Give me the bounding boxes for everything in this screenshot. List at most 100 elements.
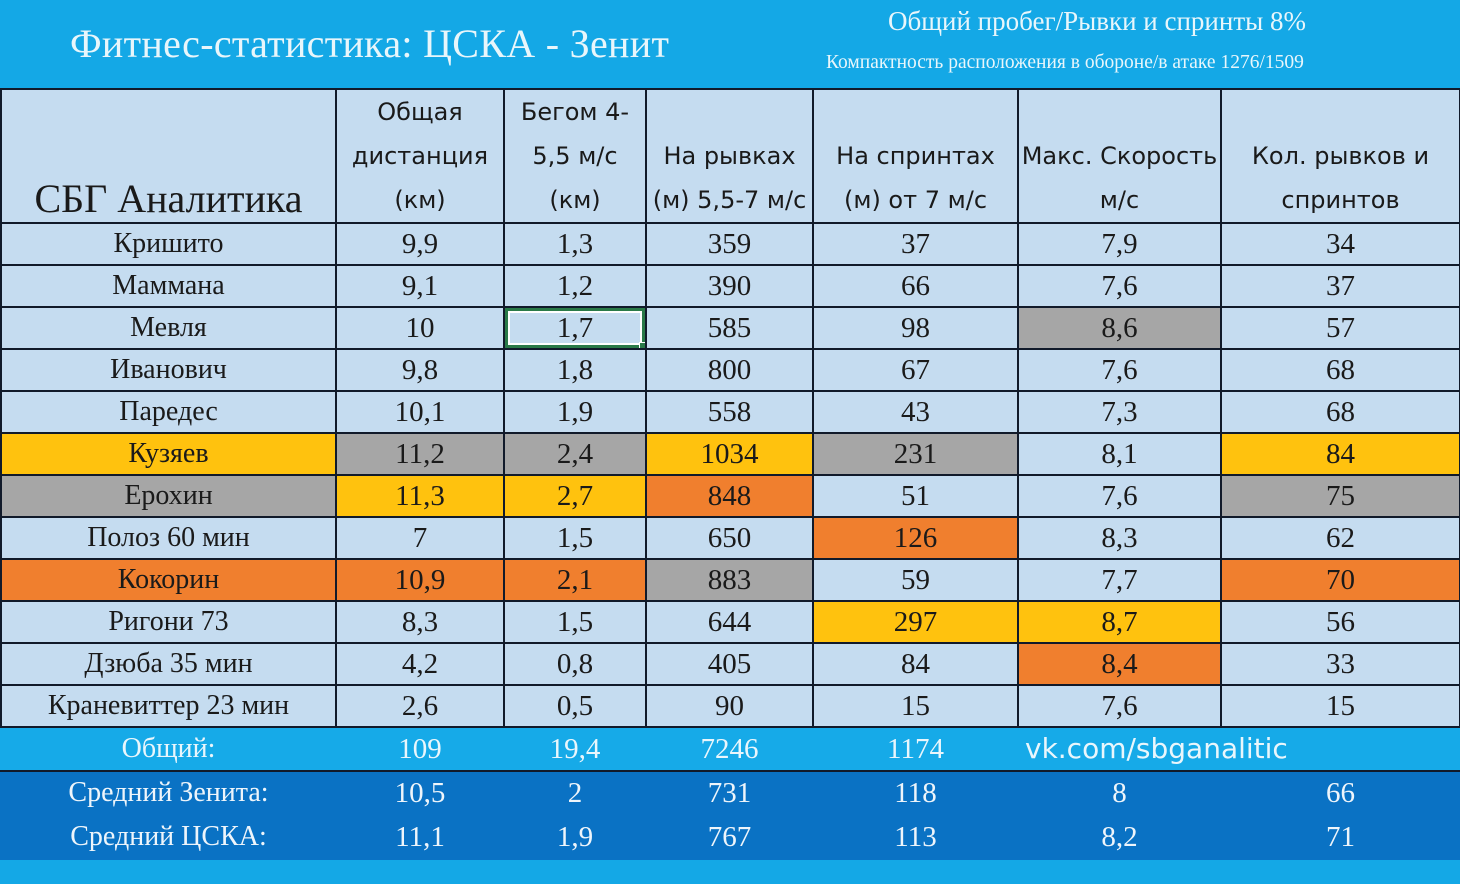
cell[interactable]: 34 <box>1220 222 1460 266</box>
cell[interactable]: 66 <box>812 264 1019 308</box>
cell[interactable]: 7,6 <box>1017 684 1222 728</box>
cell[interactable]: 68 <box>1220 390 1460 434</box>
cell[interactable]: 10 <box>335 306 505 350</box>
cell[interactable]: 51 <box>812 474 1019 518</box>
avg-cell[interactable]: 118 <box>812 770 1019 816</box>
col-header-sprint-count[interactable]: Кол. рывков и спринтов <box>1220 88 1460 224</box>
cell[interactable]: 1,2 <box>503 264 647 308</box>
cell[interactable]: 7,7 <box>1017 558 1222 602</box>
cell[interactable]: 84 <box>812 642 1019 686</box>
player-name[interactable]: Паредес <box>0 390 337 434</box>
cell[interactable]: 7,9 <box>1017 222 1222 266</box>
cell[interactable]: 33 <box>1220 642 1460 686</box>
cell[interactable]: 1034 <box>645 432 814 476</box>
avg-cell[interactable]: 1,9 <box>503 814 647 860</box>
cell[interactable]: 883 <box>645 558 814 602</box>
cell[interactable]: 98 <box>812 306 1019 350</box>
vk-link[interactable]: vk.com/sbganalitic <box>1017 726 1460 772</box>
avg-cell[interactable]: 731 <box>645 770 814 816</box>
col-header-max-speed[interactable]: Макс. Скорость м/с <box>1017 88 1222 224</box>
cell[interactable]: 8,6 <box>1017 306 1222 350</box>
player-name[interactable]: Кузяев <box>0 432 337 476</box>
cell[interactable]: 650 <box>645 516 814 560</box>
cell[interactable]: 8,1 <box>1017 432 1222 476</box>
cell[interactable]: 2,1 <box>503 558 647 602</box>
avg-cell[interactable]: 767 <box>645 814 814 860</box>
cell[interactable]: 9,1 <box>335 264 505 308</box>
cell[interactable]: 390 <box>645 264 814 308</box>
total-cell[interactable]: 1174 <box>812 726 1019 772</box>
cell[interactable]: 0,8 <box>503 642 647 686</box>
player-name[interactable]: Маммана <box>0 264 337 308</box>
cell[interactable]: 8,3 <box>1017 516 1222 560</box>
cell[interactable]: 7,3 <box>1017 390 1222 434</box>
player-name[interactable]: Иванович <box>0 348 337 392</box>
cell[interactable]: 68 <box>1220 348 1460 392</box>
cell[interactable]: 848 <box>645 474 814 518</box>
cell[interactable]: 1,5 <box>503 516 647 560</box>
avg-cell[interactable]: 71 <box>1220 814 1460 860</box>
col-header-total-distance[interactable]: Общая дистанция (км) <box>335 88 505 224</box>
cell[interactable]: 800 <box>645 348 814 392</box>
cell[interactable]: 1,9 <box>503 390 647 434</box>
fill-handle[interactable] <box>639 342 644 347</box>
player-name[interactable]: Дзюба 35 мин <box>0 642 337 686</box>
cell[interactable]: 297 <box>812 600 1019 644</box>
player-name[interactable]: Ерохин <box>0 474 337 518</box>
cell[interactable]: 126 <box>812 516 1019 560</box>
col-header-sprints[interactable]: На спринтах (м) от 7 м/с <box>812 88 1019 224</box>
selected-cell[interactable]: 1,7 <box>503 306 647 350</box>
cell[interactable]: 2,7 <box>503 474 647 518</box>
cell[interactable]: 10,9 <box>335 558 505 602</box>
cell[interactable]: 84 <box>1220 432 1460 476</box>
cell[interactable]: 62 <box>1220 516 1460 560</box>
avg-cell[interactable]: 113 <box>812 814 1019 860</box>
cell[interactable]: 70 <box>1220 558 1460 602</box>
cell[interactable]: 1,5 <box>503 600 647 644</box>
cell[interactable]: 405 <box>645 642 814 686</box>
player-name[interactable]: Полоз 60 мин <box>0 516 337 560</box>
cell[interactable]: 59 <box>812 558 1019 602</box>
cell[interactable]: 2,4 <box>503 432 647 476</box>
cell[interactable]: 57 <box>1220 306 1460 350</box>
cell[interactable]: 8,4 <box>1017 642 1222 686</box>
cell[interactable]: 7,6 <box>1017 474 1222 518</box>
cell[interactable]: 56 <box>1220 600 1460 644</box>
cell[interactable]: 558 <box>645 390 814 434</box>
player-name[interactable]: Кокорин <box>0 558 337 602</box>
cell[interactable]: 7 <box>335 516 505 560</box>
cell[interactable]: 67 <box>812 348 1019 392</box>
total-cell[interactable]: 7246 <box>645 726 814 772</box>
cell[interactable]: 4,2 <box>335 642 505 686</box>
player-name[interactable]: Мевля <box>0 306 337 350</box>
cell[interactable]: 0,5 <box>503 684 647 728</box>
cell[interactable]: 37 <box>1220 264 1460 308</box>
avg-cell[interactable]: 8,2 <box>1017 814 1222 860</box>
cell[interactable]: 359 <box>645 222 814 266</box>
cell[interactable]: 11,2 <box>335 432 505 476</box>
total-cell[interactable]: 19,4 <box>503 726 647 772</box>
cell[interactable]: 43 <box>812 390 1019 434</box>
cell[interactable]: 11,3 <box>335 474 505 518</box>
player-name[interactable]: Краневиттер 23 мин <box>0 684 337 728</box>
cell[interactable]: 15 <box>1220 684 1460 728</box>
col-header-running[interactable]: Бегом 4-5,5 м/с (км) <box>503 88 647 224</box>
avg-cell[interactable]: 2 <box>503 770 647 816</box>
player-name[interactable]: Ригони 73 <box>0 600 337 644</box>
avg-cell[interactable]: 66 <box>1220 770 1460 816</box>
total-cell[interactable]: 109 <box>335 726 505 772</box>
cell[interactable]: 90 <box>645 684 814 728</box>
player-name[interactable]: Кришито <box>0 222 337 266</box>
cell[interactable]: 9,8 <box>335 348 505 392</box>
cell[interactable]: 9,9 <box>335 222 505 266</box>
cell[interactable]: 7,6 <box>1017 264 1222 308</box>
cell[interactable]: 37 <box>812 222 1019 266</box>
avg-cell[interactable]: 10,5 <box>335 770 505 816</box>
cell[interactable]: 10,1 <box>335 390 505 434</box>
cell[interactable]: 75 <box>1220 474 1460 518</box>
cell[interactable]: 585 <box>645 306 814 350</box>
cell[interactable]: 1,8 <box>503 348 647 392</box>
cell[interactable]: 644 <box>645 600 814 644</box>
avg-cell[interactable]: 11,1 <box>335 814 505 860</box>
cell[interactable]: 15 <box>812 684 1019 728</box>
